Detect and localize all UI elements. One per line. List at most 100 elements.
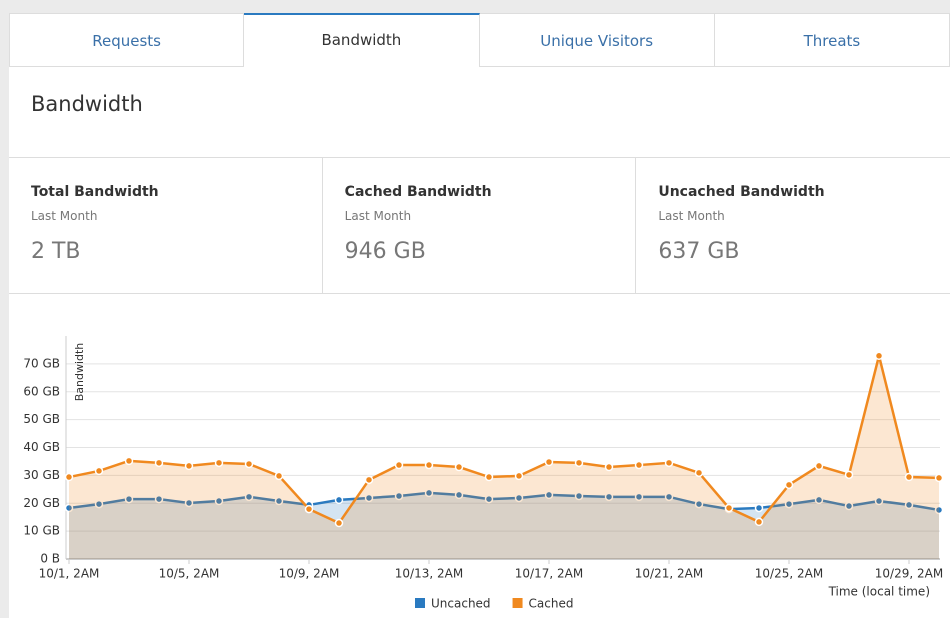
point — [844, 470, 854, 480]
point — [424, 488, 434, 498]
point — [664, 458, 674, 468]
point — [754, 517, 764, 527]
stat-period: Last Month — [658, 209, 725, 223]
x-axis-title: Time (local time) — [828, 585, 930, 599]
y-tick-label: 70 GB — [23, 356, 60, 370]
panel: Requests Bandwidth Unique Visitors Threa… — [9, 13, 950, 618]
point — [724, 503, 734, 513]
y-tick-label: 30 GB — [23, 468, 60, 482]
line — [68, 355, 940, 525]
point — [94, 466, 104, 476]
point — [754, 503, 764, 513]
y-tick-label: 40 GB — [23, 440, 60, 454]
point — [514, 471, 524, 481]
point — [904, 472, 914, 482]
point — [574, 491, 584, 501]
point — [214, 496, 224, 506]
tab[interactable]: Unique Visitors — [479, 13, 715, 67]
x-tick-label: 10/17, 2AM — [515, 567, 583, 581]
area — [69, 492, 939, 559]
point — [364, 475, 374, 485]
stat-title: Cached Bandwidth — [344, 184, 492, 200]
stat-period: Last Month — [31, 209, 98, 223]
x-tick-label: 10/29, 2AM — [875, 567, 943, 581]
y-tick-label: 10 GB — [23, 524, 60, 538]
point — [784, 499, 794, 509]
point — [454, 490, 464, 500]
point — [694, 468, 704, 478]
legend-swatch — [415, 598, 425, 608]
legend-label: Uncached — [431, 597, 491, 611]
point — [184, 461, 194, 471]
point — [544, 457, 554, 467]
x-tick-label: 10/5, 2AM — [159, 567, 220, 581]
stat-card: Cached Bandwidth Last Month 946 GB — [323, 158, 637, 293]
point — [244, 459, 254, 469]
tab[interactable]: Threats — [714, 13, 950, 67]
point — [274, 496, 284, 506]
point — [184, 498, 194, 508]
point — [604, 462, 614, 472]
point — [484, 472, 494, 482]
stat-card: Uncached Bandwidth Last Month 637 GB — [636, 158, 950, 293]
point — [934, 473, 944, 483]
point — [394, 460, 404, 470]
tab-bar: Requests Bandwidth Unique Visitors Threa… — [9, 13, 950, 67]
point — [64, 503, 74, 513]
stat-value: 2 TB — [31, 239, 81, 264]
y-tick-label: 60 GB — [23, 384, 60, 398]
point — [124, 494, 134, 504]
tab[interactable]: Requests — [9, 13, 245, 67]
point — [154, 458, 164, 468]
point — [874, 351, 884, 361]
x-tick-label: 10/13, 2AM — [395, 567, 463, 581]
x-tick-label: 10/9, 2AM — [279, 567, 340, 581]
area — [69, 355, 939, 559]
y-tick-label: 20 GB — [23, 496, 60, 510]
point — [124, 456, 134, 466]
x-tick-label: 10/1, 2AM — [39, 567, 100, 581]
legend-swatch — [512, 598, 523, 608]
x-tick-label: 10/21, 2AM — [635, 567, 703, 581]
x-tick-label: 10/25, 2AM — [755, 567, 823, 581]
point — [244, 492, 254, 502]
stat-value: 637 GB — [658, 239, 740, 264]
point — [544, 490, 554, 500]
stat-title: Uncached Bandwidth — [658, 184, 825, 200]
point — [784, 480, 794, 490]
stat-card: Total Bandwidth Last Month 2 TB — [9, 158, 323, 293]
stat-title: Total Bandwidth — [31, 184, 159, 200]
point — [904, 500, 914, 510]
point — [634, 460, 644, 470]
line — [68, 491, 940, 512]
y-axis-title: Bandwidth — [73, 343, 86, 402]
point — [64, 472, 74, 482]
stats: Total Bandwidth Last Month 2 TB Cached B… — [9, 157, 950, 294]
point — [814, 461, 824, 471]
stat-period: Last Month — [344, 209, 412, 223]
tab[interactable]: Bandwidth — [244, 13, 480, 67]
point — [334, 518, 344, 528]
point — [574, 458, 584, 468]
point — [424, 460, 434, 470]
point — [604, 492, 614, 502]
point — [94, 499, 104, 509]
point — [874, 496, 884, 506]
stat-value: 946 GB — [344, 239, 426, 264]
section-title: Bandwidth — [31, 92, 143, 116]
point — [304, 504, 314, 514]
point — [934, 505, 944, 515]
point — [814, 495, 824, 505]
point — [514, 493, 524, 503]
point — [694, 499, 704, 509]
point — [484, 494, 494, 504]
point — [214, 458, 224, 468]
legend-label: Cached — [529, 597, 574, 611]
point — [364, 493, 374, 503]
point — [394, 491, 404, 501]
point — [334, 495, 344, 505]
point — [454, 462, 464, 472]
point — [664, 492, 674, 502]
